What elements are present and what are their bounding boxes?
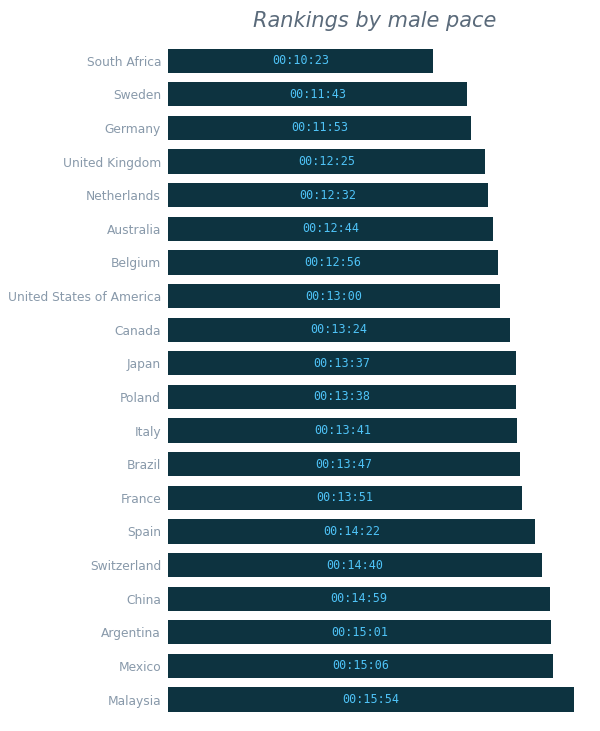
Bar (168, 115, 472, 140)
Text: 00:12:32: 00:12:32 (299, 189, 356, 202)
Text: 00:14:40: 00:14:40 (326, 558, 383, 572)
Text: 00:13:47: 00:13:47 (316, 458, 373, 471)
Text: 00:12:56: 00:12:56 (305, 256, 362, 269)
Bar (168, 620, 551, 645)
Bar (168, 687, 574, 712)
Text: 00:13:41: 00:13:41 (314, 424, 371, 437)
Bar (168, 586, 550, 611)
Bar (168, 418, 517, 443)
Text: 00:13:24: 00:13:24 (311, 323, 368, 336)
Text: 00:11:53: 00:11:53 (291, 121, 348, 135)
Text: 00:15:54: 00:15:54 (343, 693, 400, 706)
Text: 00:13:38: 00:13:38 (314, 390, 371, 404)
Bar (168, 553, 542, 577)
Text: 00:15:01: 00:15:01 (331, 626, 388, 639)
Title: Rankings by male pace: Rankings by male pace (253, 11, 497, 31)
Text: 00:12:25: 00:12:25 (298, 155, 355, 168)
Bar (168, 48, 433, 73)
Text: 00:13:00: 00:13:00 (305, 289, 362, 303)
Bar (168, 485, 521, 510)
Text: 00:13:51: 00:13:51 (316, 491, 373, 504)
Bar (168, 250, 498, 275)
Bar (168, 317, 510, 342)
Bar (168, 452, 520, 477)
Bar (168, 284, 500, 308)
Bar (168, 385, 516, 409)
Bar (168, 82, 467, 107)
Bar (168, 216, 493, 241)
Text: 00:12:44: 00:12:44 (302, 222, 359, 235)
Bar (168, 351, 515, 376)
Text: 00:14:22: 00:14:22 (323, 525, 380, 538)
Bar (168, 149, 485, 174)
Text: 00:13:37: 00:13:37 (313, 357, 370, 370)
Bar (168, 183, 488, 208)
Bar (168, 519, 535, 544)
Text: 00:11:43: 00:11:43 (289, 88, 346, 101)
Text: 00:15:06: 00:15:06 (332, 659, 389, 673)
Bar (168, 654, 553, 678)
Text: 00:14:59: 00:14:59 (331, 592, 388, 605)
Text: 00:10:23: 00:10:23 (272, 54, 329, 67)
